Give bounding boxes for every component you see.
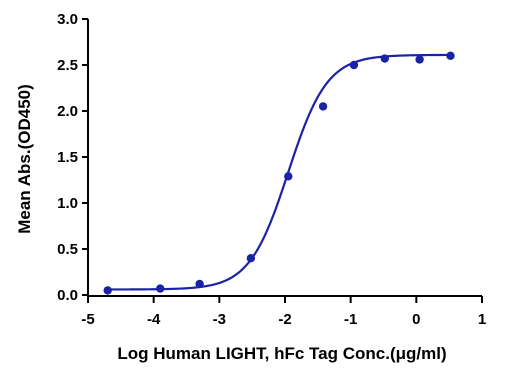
data-point xyxy=(195,279,204,289)
y-tick-label: 1.5 xyxy=(57,149,78,166)
x-tick-label: -1 xyxy=(344,311,357,328)
x-tick-label: -3 xyxy=(213,311,226,328)
y-tick-label: 2.0 xyxy=(57,103,78,120)
data-point xyxy=(446,51,455,60)
fit-curve xyxy=(107,53,451,291)
data-points xyxy=(103,51,455,295)
data-point xyxy=(380,54,390,63)
y-tick-label: 1.0 xyxy=(57,195,78,212)
y-tick-label: 3.0 xyxy=(57,11,78,28)
y-tick-label: 2.5 xyxy=(57,57,78,74)
axis-labels: 0.0 0.5 1.0 1.5 2.0 2.5 3.0 -5 -4 -3 -2 -1 0 1 Log Hum… xyxy=(15,11,486,363)
y-tick-label: 0.0 xyxy=(57,287,78,304)
data-point xyxy=(318,102,328,111)
x-tick-label: -5 xyxy=(81,311,94,328)
data-point xyxy=(415,55,424,64)
data-point xyxy=(284,172,293,181)
axes xyxy=(82,18,483,303)
y-axis-title: Mean Abs.(OD450) xyxy=(15,84,34,234)
x-axis-title: Log Human LIGHT, hFc Tag Conc.(μg/ml) xyxy=(117,344,446,363)
x-tick-label: 0 xyxy=(412,311,420,328)
y-tick-label: 0.5 xyxy=(57,241,78,258)
data-point xyxy=(156,284,165,293)
fit-curve-layer xyxy=(107,53,451,291)
x-tick-label: -2 xyxy=(278,311,291,328)
x-tick-label: 1 xyxy=(478,311,486,328)
data-point xyxy=(349,60,359,70)
data-point xyxy=(246,254,256,263)
x-tick-label: -4 xyxy=(147,311,161,328)
data-point xyxy=(103,286,112,295)
